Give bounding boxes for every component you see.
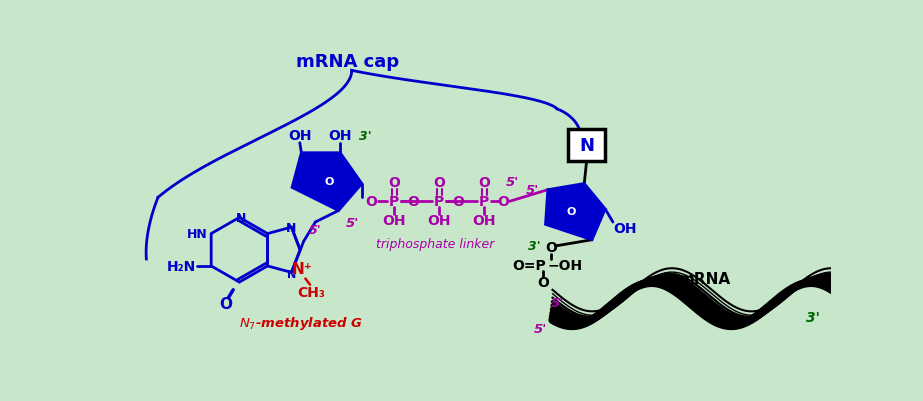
Text: −OH: −OH <box>547 259 582 272</box>
Text: OH: OH <box>614 222 637 236</box>
Text: mRNA: mRNA <box>678 271 730 286</box>
Text: 3': 3' <box>806 310 820 324</box>
Text: 5': 5' <box>534 322 547 335</box>
Text: H₂N: H₂N <box>167 259 197 273</box>
Text: O=P: O=P <box>512 259 546 272</box>
Text: O: O <box>219 296 232 311</box>
Text: P: P <box>390 195 400 209</box>
Text: 3': 3' <box>359 129 372 142</box>
Text: triphosphate linker: triphosphate linker <box>377 237 495 251</box>
Polygon shape <box>545 184 605 240</box>
Text: HN: HN <box>186 227 208 241</box>
Text: O: O <box>567 207 576 217</box>
Text: N: N <box>579 137 594 155</box>
Text: O: O <box>452 195 464 209</box>
Text: O: O <box>389 176 401 190</box>
Text: OH: OH <box>473 214 496 228</box>
Text: O: O <box>537 275 549 290</box>
Text: O: O <box>434 176 445 190</box>
Text: O: O <box>545 241 557 255</box>
Text: N: N <box>287 269 296 279</box>
Text: OH: OH <box>288 129 312 143</box>
Polygon shape <box>292 153 362 211</box>
Text: N⁺: N⁺ <box>292 261 313 276</box>
Text: $N_7$-methylated G: $N_7$-methylated G <box>239 315 364 332</box>
Text: P: P <box>479 195 489 209</box>
Text: O: O <box>366 195 378 209</box>
Text: P: P <box>434 195 445 209</box>
Text: OH: OH <box>427 214 451 228</box>
Text: 5': 5' <box>507 176 520 189</box>
Text: mRNA cap: mRNA cap <box>296 53 400 71</box>
Text: OH: OH <box>329 129 352 143</box>
Text: N: N <box>286 221 296 234</box>
Text: O: O <box>407 195 419 209</box>
Text: 5': 5' <box>550 296 564 309</box>
Text: 5': 5' <box>309 224 321 237</box>
Text: O: O <box>478 176 490 190</box>
FancyBboxPatch shape <box>568 130 605 162</box>
Text: N: N <box>235 211 246 224</box>
Text: O: O <box>497 195 509 209</box>
Text: 5': 5' <box>526 184 539 197</box>
Text: 5': 5' <box>346 217 359 230</box>
Text: 3': 3' <box>528 239 540 252</box>
Text: OH: OH <box>383 214 406 228</box>
Text: O: O <box>325 177 334 187</box>
Text: CH₃: CH₃ <box>297 285 326 299</box>
